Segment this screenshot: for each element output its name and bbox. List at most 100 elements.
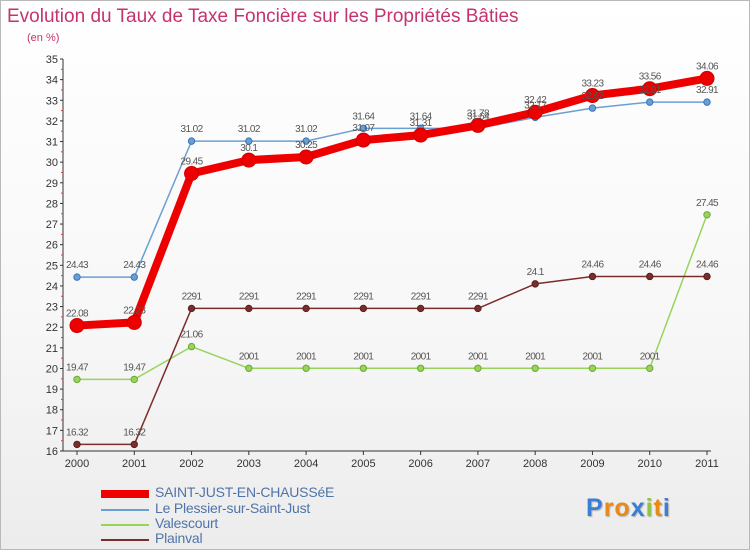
series-line-valescourt xyxy=(76,214,708,381)
y-tick-label: 34 xyxy=(46,75,58,87)
data-label-valescourt: 2001 xyxy=(353,351,374,362)
data-point-valescourt xyxy=(588,364,597,372)
x-tick-label: 2004 xyxy=(294,458,318,470)
x-tick-label: 2010 xyxy=(637,458,661,470)
logo-letter: o xyxy=(614,494,631,522)
x-tick-label: 2001 xyxy=(122,458,146,470)
y-tick-label: 26 xyxy=(46,240,58,252)
logo-letter: x xyxy=(630,494,646,522)
data-label-valescourt: 2001 xyxy=(239,351,260,362)
data-label-le-plessier: 32.91 xyxy=(639,85,662,96)
data-label-valescourt: 2001 xyxy=(583,351,604,362)
chart-title: Evolution du Taux de Taxe Foncière sur l… xyxy=(7,6,519,27)
data-point-le-plessier xyxy=(359,124,368,133)
logo-letter: i xyxy=(662,494,671,522)
data-point-saint-just xyxy=(642,81,658,97)
data-label-saint-just: 29.45 xyxy=(181,157,204,168)
data-point-le-plessier xyxy=(646,98,654,106)
data-label-plainval: 2291 xyxy=(411,291,432,302)
data-label-plainval: 2291 xyxy=(239,291,260,302)
data-label-saint-just: 22.08 xyxy=(66,309,89,320)
y-tick-label: 19 xyxy=(46,384,58,396)
data-point-plainval xyxy=(588,272,597,281)
y-tick-label: 33 xyxy=(46,95,58,107)
series-line-le-plessier xyxy=(76,101,708,278)
data-label-valescourt: 27.45 xyxy=(696,198,719,209)
logo-letter: t xyxy=(653,494,663,522)
data-label-saint-just: 32.42 xyxy=(524,95,547,106)
data-label-saint-just: 33.56 xyxy=(639,72,662,83)
chart-subtitle: (en %) xyxy=(27,32,60,44)
data-label-le-plessier: 31.02 xyxy=(238,124,261,135)
data-point-plainval xyxy=(187,304,196,313)
data-point-saint-just xyxy=(126,314,142,330)
y-tick-label: 35 xyxy=(46,54,58,66)
data-label-plainval: 2291 xyxy=(353,291,374,302)
data-point-plainval xyxy=(531,280,539,288)
legend-label-le-plessier: Le Plessier-sur-Saint-Just xyxy=(155,500,311,516)
x-tick-label: 2006 xyxy=(408,458,432,470)
data-label-saint-just: 22.23 xyxy=(123,305,146,316)
data-point-le-plessier xyxy=(245,137,253,145)
data-label-le-plessier: 31.64 xyxy=(410,111,433,122)
data-point-saint-just xyxy=(355,132,371,148)
data-label-plainval: 2291 xyxy=(182,291,203,302)
y-tick-label: 17 xyxy=(46,425,58,437)
y-tick-label: 31 xyxy=(46,137,58,149)
data-point-valescourt xyxy=(703,211,711,219)
data-label-le-plessier: 31.02 xyxy=(181,124,204,135)
data-point-plainval xyxy=(703,272,711,281)
data-label-saint-just: 31.31 xyxy=(410,118,433,129)
data-label-saint-just: 31.07 xyxy=(352,123,375,134)
data-label-le-plessier: 32.62 xyxy=(581,91,604,102)
x-tick-label: 2002 xyxy=(179,458,203,470)
data-labels-layer: 24.43 24.43 31.02 31.02 31.02 31.64 31.64 31.64… xyxy=(66,61,720,438)
data-label-plainval: 2291 xyxy=(468,291,489,302)
y-tick-label: 27 xyxy=(46,219,58,231)
logo-letter: r xyxy=(603,494,615,522)
data-point-saint-just xyxy=(699,70,715,86)
data-label-plainval: 24.46 xyxy=(696,259,719,270)
data-label-valescourt: 21.06 xyxy=(181,330,204,341)
y-tick-label: 28 xyxy=(46,198,58,210)
data-label-plainval: 16.32 xyxy=(123,427,146,438)
data-point-plainval xyxy=(73,440,81,449)
chart-axes: 16 17 18 19 20 21 22 23 24 25 26 27 28 29 30 31 32 33 34 35… xyxy=(46,54,719,470)
data-label-le-plessier: 31.64 xyxy=(352,111,375,122)
x-tick-label: 2003 xyxy=(237,458,261,470)
y-tick-label: 18 xyxy=(46,405,58,417)
data-point-le-plessier xyxy=(703,98,711,106)
data-label-valescourt: 19.47 xyxy=(123,362,146,373)
y-tick-label: 29 xyxy=(46,178,58,190)
data-point-plainval xyxy=(245,304,253,313)
data-point-plainval xyxy=(474,304,482,313)
data-label-le-plessier: 31.02 xyxy=(295,124,318,135)
data-label-valescourt: 2001 xyxy=(525,351,546,362)
data-point-plainval xyxy=(130,440,138,449)
data-point-plainval xyxy=(646,272,654,281)
data-label-le-plessier: 32.91 xyxy=(696,85,719,96)
y-tick-label: 16 xyxy=(46,446,58,458)
data-point-saint-just xyxy=(413,127,429,143)
data-point-le-plessier xyxy=(130,273,138,281)
data-label-saint-just: 30.1 xyxy=(240,143,258,154)
y-tick-label: 22 xyxy=(46,322,58,334)
data-point-le-plessier xyxy=(302,137,310,145)
data-point-le-plessier xyxy=(187,137,196,145)
legend-label-plainval: Plainval xyxy=(155,530,203,546)
legend-label-saint-just: SAINT-JUST-EN-CHAUSSéE xyxy=(155,484,335,500)
data-label-plainval: 24.46 xyxy=(639,259,662,270)
data-point-saint-just xyxy=(298,149,314,165)
data-point-valescourt xyxy=(130,375,138,384)
proxiti-logo: Proxiti xyxy=(586,494,671,523)
data-point-le-plessier xyxy=(73,273,81,281)
x-tick-label: 2005 xyxy=(351,458,375,470)
data-label-le-plessier: 24.43 xyxy=(66,260,89,271)
y-tick-label: 32 xyxy=(46,116,58,128)
x-tick-label: 2007 xyxy=(466,458,490,470)
data-point-valescourt xyxy=(187,342,196,351)
data-label-plainval: 24.1 xyxy=(527,267,545,278)
series-layer xyxy=(69,70,715,449)
data-point-saint-just xyxy=(527,104,543,120)
data-label-saint-just: 34.06 xyxy=(696,61,719,72)
